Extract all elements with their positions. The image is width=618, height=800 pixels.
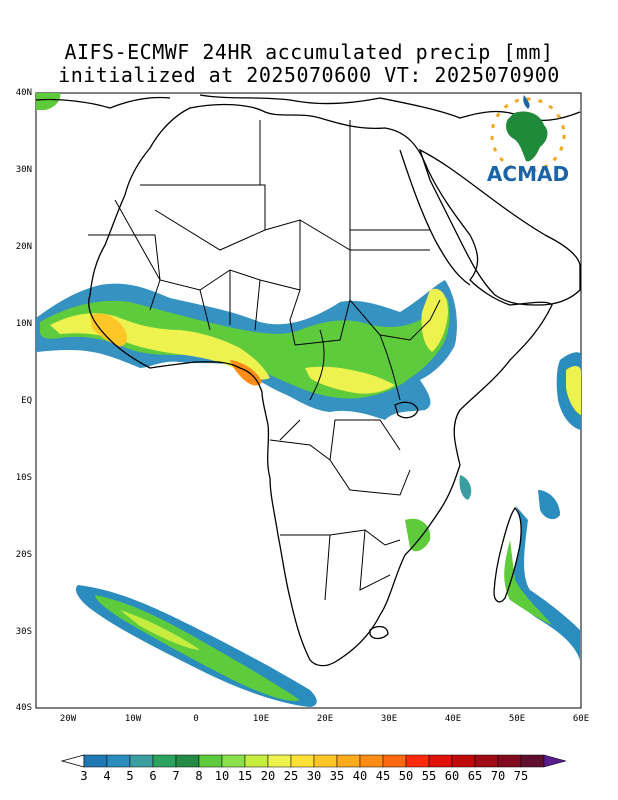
x-tick-label: 50E [508,714,526,724]
colorbar-label: 8 [195,769,203,783]
y-tick-label: 30S [15,627,32,637]
colorbar-label: 50 [398,769,414,783]
y-tick-label: 40N [15,88,32,98]
colorbar-label: 25 [283,769,299,783]
colorbar-label: 6 [149,769,157,783]
y-tick-label: 20N [15,242,32,252]
y-tick-label: 40S [15,703,32,713]
acmad-logo [490,95,566,173]
red-sea-outline [399,149,471,286]
colorbar-label: 4 [103,769,111,783]
colorbar-label: 70 [490,769,506,783]
colorbar-cell [106,754,131,768]
x-tick-label: 40E [444,714,462,724]
x-tick-label: 10E [252,714,270,724]
x-tick-label: 10W [124,714,142,724]
colorbar-cell [152,754,177,768]
y-tick-label: 10N [15,319,32,329]
colorbar-label: 30 [306,769,322,783]
colorbar-label: 7 [172,769,180,783]
y-tick-label: EQ [21,396,32,406]
country-borders [88,120,441,601]
x-tick-label: 0 [193,714,199,724]
colorbar-cell [474,754,499,768]
arabia-outline [418,148,581,306]
x-tick-label: 20E [316,714,334,724]
colorbar-label: 40 [352,769,368,783]
colorbar-label: 10 [214,769,230,783]
south-island [369,625,389,640]
x-tick-label: 30E [380,714,398,724]
precip-band-sahel [36,280,457,420]
colorbar-cell [359,754,384,768]
colorbar-label: 45 [375,769,391,783]
logo-text: ACMAD [486,162,570,186]
precip-band-south-atlantic [75,585,317,707]
colorbar-cell [198,754,223,768]
colorbar-lower-triangle [60,754,85,768]
precip-band-madagascar [36,93,581,660]
africa-outline [88,103,553,667]
colorbar-cell [405,754,430,768]
colorbar-cell [428,754,453,768]
x-tick-label: 20W [59,714,77,724]
colorbar-upper-triangle [543,754,567,768]
colorbar-cell [336,754,361,768]
colorbar-label: 65 [467,769,483,783]
colorbar-cell [382,754,407,768]
colorbar-label: 3 [80,769,88,783]
y-tick-label: 30N [15,165,32,175]
y-tick-label: 10S [15,473,32,483]
colorbar-cell [451,754,476,768]
colorbar-cell [83,754,108,768]
lake-victoria [394,401,419,419]
colorbar-label: 55 [421,769,437,783]
colorbar-cell [520,754,545,768]
colorbar-cell [175,754,200,768]
colorbar-label: 15 [237,769,253,783]
y-tick-label: 20S [15,550,32,560]
colorbar-label: 60 [444,769,460,783]
map-title-line1: AIFS-ECMWF 24HR accumulated precip [mm] [64,40,554,64]
map-title-line2: initialized at 2025070600 VT: 2025070900 [58,63,560,87]
colorbar-cell [290,754,315,768]
colorbar-cell [244,754,269,768]
colorbar [60,754,567,768]
colorbar-label: 75 [513,769,529,783]
colorbar-cell [267,754,292,768]
colorbar-cell [129,754,154,768]
colorbar-label: 20 [260,769,276,783]
colorbar-cell [497,754,522,768]
colorbar-label: 5 [126,769,134,783]
colorbar-label: 35 [329,769,345,783]
colorbar-cell [221,754,246,768]
x-tick-label: 60E [572,714,590,724]
madagascar-outline [493,506,522,603]
colorbar-cell [313,754,338,768]
